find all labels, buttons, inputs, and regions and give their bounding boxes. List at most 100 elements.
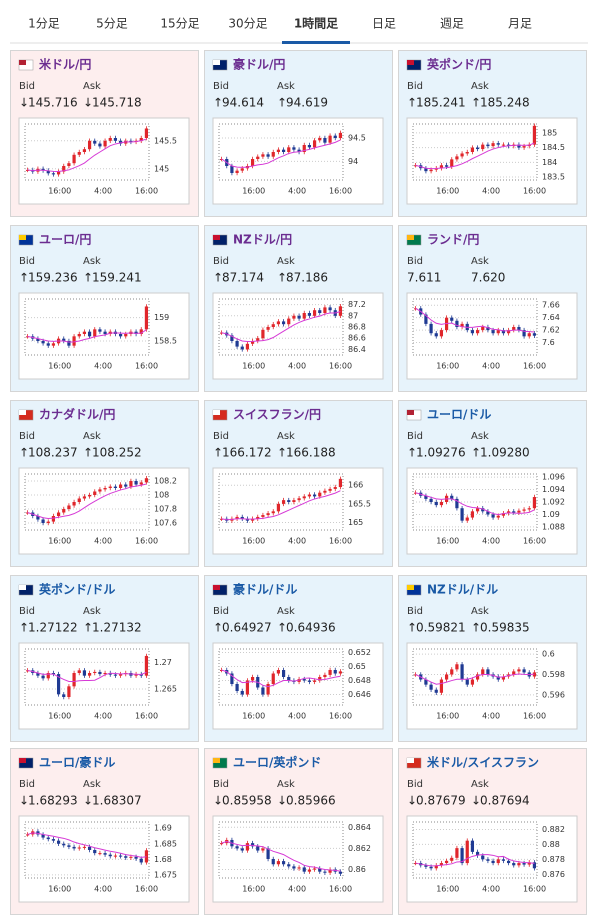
pair-name[interactable]: NZドル/ドル <box>427 583 498 597</box>
pair-name[interactable]: 豪ドル/円 <box>233 57 285 72</box>
y-tick-label: 0.878 <box>542 855 565 864</box>
x-tick-label: 16:00 <box>135 537 158 546</box>
moving-average <box>27 138 147 172</box>
candle-body <box>144 128 149 138</box>
candle-body <box>87 495 92 497</box>
candle-body <box>51 173 56 175</box>
candle-body <box>41 168 45 171</box>
candle-body <box>261 329 265 339</box>
y-tick-label: 1.68 <box>154 855 172 864</box>
y-tick-label: 1.094 <box>542 485 565 494</box>
candle-body <box>77 334 81 337</box>
candle-body <box>287 500 291 502</box>
pair-name[interactable]: 米ドル/スイスフラン <box>427 755 539 770</box>
bid-value: 7.611 <box>407 271 441 285</box>
moving-average <box>27 483 147 520</box>
candle-body <box>281 321 286 325</box>
ask-label: Ask <box>277 81 295 92</box>
candle-body <box>256 516 260 519</box>
candle-body <box>261 154 265 157</box>
candle-body <box>475 674 480 680</box>
candle-body <box>276 321 281 325</box>
candle-body <box>491 330 495 334</box>
candle-body <box>93 329 97 337</box>
candle-body <box>323 871 327 873</box>
candle-body <box>481 669 485 675</box>
candle-body <box>230 673 234 684</box>
flag <box>407 758 414 763</box>
tab[interactable]: 1時間足 <box>294 16 338 31</box>
candle-body <box>46 837 50 840</box>
y-tick-label: 0.862 <box>348 844 371 853</box>
candle-body <box>134 674 138 676</box>
candle-body <box>51 839 56 841</box>
x-tick-label: 16:00 <box>523 537 546 546</box>
candle-body <box>113 855 118 857</box>
pair-name[interactable]: 豪ドル/ドル <box>233 582 297 597</box>
candle-body <box>240 168 244 171</box>
candle-body <box>287 677 291 681</box>
tab[interactable]: 日足 <box>372 17 396 31</box>
ask-arrow: ↑ <box>83 446 93 460</box>
candle-body <box>465 517 469 521</box>
candle-body <box>297 149 301 152</box>
candle-body <box>496 515 500 518</box>
y-tick-label: 1.675 <box>154 870 177 879</box>
y-tick-label: 1.09 <box>542 510 560 519</box>
moving-average <box>415 854 535 867</box>
pair-name[interactable]: スイスフラン/円 <box>233 408 321 422</box>
tab[interactable]: 15分足 <box>160 17 199 31</box>
candle-body <box>486 511 490 515</box>
candle-body <box>481 508 485 512</box>
ask-value: 0.85966 <box>286 794 336 808</box>
pair-name[interactable]: ユーロ/円 <box>39 233 91 247</box>
x-tick-label: 4:00 <box>94 362 112 371</box>
pair-name[interactable]: ユーロ/英ポンド <box>233 755 321 770</box>
candle-body <box>292 866 296 869</box>
pair-name[interactable]: NZドル/円 <box>233 233 292 247</box>
bid-value: 145.716 <box>28 96 78 110</box>
candle-body <box>82 846 87 848</box>
candle-body <box>77 670 81 673</box>
tab[interactable]: 30分足 <box>228 17 267 31</box>
pair-name[interactable]: ランド/円 <box>427 233 479 247</box>
candle-body <box>439 330 444 337</box>
pair-name[interactable]: カナダドル/円 <box>39 407 115 422</box>
pair-name[interactable]: 英ポンド/ドル <box>39 582 115 597</box>
candle-body <box>235 170 239 173</box>
y-tick-label: 1.265 <box>154 685 177 694</box>
candle-body <box>506 860 511 864</box>
candle-body <box>318 310 322 313</box>
pair-name[interactable]: 米ドル/円 <box>39 57 91 72</box>
bid-arrow: ↓ <box>407 794 417 808</box>
candle-body <box>287 147 291 152</box>
tab[interactable]: 月足 <box>508 17 532 31</box>
candle-body <box>98 853 102 855</box>
candle-body <box>333 135 337 138</box>
tab[interactable]: 1分足 <box>28 17 60 31</box>
candle-body <box>230 166 234 173</box>
tab[interactable]: 週足 <box>440 17 464 31</box>
moving-average <box>27 669 147 682</box>
bid-label: Bid <box>213 606 229 617</box>
currency-card[interactable]: ランド/円 Bid Ask 7.611 7.620 7.66 7.64 7.62 7.6 16:0… <box>398 225 587 392</box>
pair-name[interactable]: ユーロ/豪ドル <box>39 755 115 770</box>
pair-name[interactable]: ユーロ/ドル <box>427 408 491 422</box>
tab[interactable]: 5分足 <box>96 17 128 31</box>
pair-name[interactable]: 英ポンド/円 <box>427 57 491 72</box>
y-tick-label: 145 <box>154 164 169 173</box>
